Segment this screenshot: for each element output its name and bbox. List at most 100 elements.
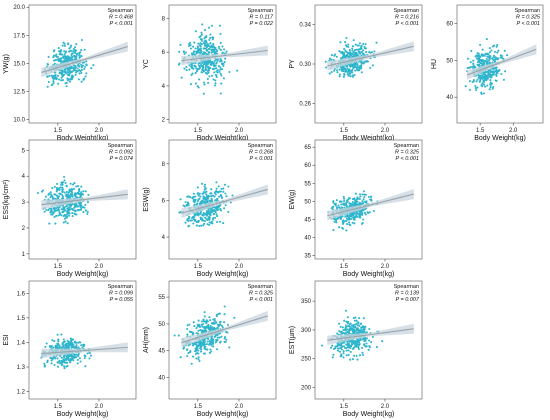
- data-point: [504, 70, 507, 73]
- data-point: [208, 67, 211, 70]
- data-point: [355, 48, 358, 51]
- data-point: [72, 359, 75, 362]
- data-point: [343, 73, 346, 76]
- data-point: [487, 59, 490, 62]
- data-point: [215, 181, 218, 184]
- data-point: [71, 183, 75, 186]
- data-point: [78, 190, 81, 193]
- data-point: [342, 52, 345, 55]
- data-point: [347, 353, 350, 356]
- data-point: [58, 211, 61, 214]
- data-point: [214, 73, 218, 76]
- data-point: [218, 324, 221, 327]
- data-point: [342, 75, 345, 78]
- data-point: [345, 219, 348, 223]
- data-point: [203, 185, 206, 188]
- y-tick-label: 6: [162, 198, 166, 204]
- data-point: [54, 74, 57, 77]
- data-point: [349, 339, 353, 343]
- data-point: [353, 319, 356, 322]
- data-point: [203, 325, 206, 328]
- stat-method: Spearman: [515, 8, 540, 14]
- data-point: [342, 68, 345, 71]
- data-point: [64, 361, 67, 364]
- data-point: [208, 221, 211, 224]
- data-point: [75, 353, 78, 356]
- data-point: [50, 359, 53, 362]
- data-point: [476, 78, 479, 81]
- data-point: [83, 61, 86, 64]
- data-point: [203, 81, 206, 84]
- data-point: [359, 65, 362, 68]
- data-point: [59, 193, 62, 196]
- data-point: [57, 195, 61, 198]
- x-tick-label: 2.0: [95, 128, 104, 134]
- data-point: [365, 60, 368, 63]
- data-point: [336, 347, 340, 350]
- data-point: [71, 207, 74, 211]
- data-point: [88, 357, 91, 360]
- data-point: [78, 55, 81, 58]
- data-point: [475, 88, 478, 92]
- data-point: [223, 61, 226, 64]
- data-point: [196, 200, 199, 203]
- data-point: [69, 70, 72, 73]
- data-point: [332, 353, 335, 356]
- data-point: [202, 320, 205, 323]
- data-point: [348, 217, 351, 220]
- regression-line: [327, 193, 414, 217]
- data-point: [219, 190, 222, 193]
- data-point: [345, 229, 348, 232]
- data-point: [224, 340, 227, 344]
- data-point: [61, 188, 64, 191]
- data-point: [478, 76, 481, 79]
- data-point: [62, 215, 65, 218]
- data-point: [205, 46, 208, 49]
- data-point: [487, 71, 490, 75]
- scatter-panel: 1.5 2.0 40 45 50 55 Body Weight(kg) AH(mm) Spear…: [143, 280, 277, 418]
- data-point: [466, 67, 469, 70]
- data-point: [69, 44, 73, 47]
- y-tick-label: 6: [162, 50, 166, 56]
- data-point: [212, 340, 215, 344]
- data-point: [198, 224, 201, 228]
- y-axis-label: ESS(kg/cm²): [3, 180, 10, 220]
- y-tick-label: 17.5: [13, 33, 25, 39]
- data-point: [205, 49, 208, 52]
- y-tick-label: 2: [162, 118, 166, 124]
- data-point: [201, 182, 204, 185]
- data-point: [347, 70, 350, 73]
- data-point: [179, 43, 182, 46]
- data-point: [199, 344, 202, 347]
- data-point: [210, 192, 213, 195]
- data-point: [200, 39, 203, 42]
- y-axis-label: AH(mm): [143, 327, 150, 353]
- data-point: [344, 41, 347, 44]
- y-tick-label: 60: [446, 21, 453, 27]
- data-point: [71, 215, 74, 218]
- data-point: [200, 320, 203, 323]
- data-point: [189, 196, 192, 199]
- data-point: [64, 181, 67, 184]
- data-point: [220, 187, 223, 190]
- data-point: [490, 49, 493, 52]
- data-point: [360, 62, 363, 65]
- data-point: [369, 195, 373, 198]
- data-point: [77, 346, 80, 349]
- data-point: [55, 345, 59, 349]
- data-point: [216, 198, 219, 201]
- x-axis-label: Body Weight(kg): [57, 411, 109, 418]
- data-point: [71, 211, 74, 215]
- data-point: [228, 70, 231, 74]
- data-point: [350, 69, 353, 72]
- data-point: [359, 195, 362, 198]
- data-point: [79, 70, 82, 73]
- data-point: [346, 73, 349, 76]
- data-point: [211, 328, 214, 331]
- data-point: [46, 75, 49, 78]
- data-point: [342, 352, 345, 355]
- data-point: [208, 215, 211, 218]
- stat-method: Spearman: [248, 8, 273, 14]
- data-point: [480, 54, 483, 57]
- data-point: [80, 191, 83, 194]
